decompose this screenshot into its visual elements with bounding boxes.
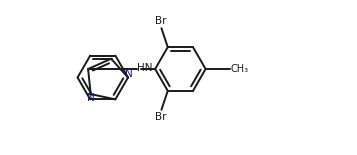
Text: N: N — [125, 69, 133, 79]
Text: N: N — [87, 93, 95, 104]
Text: HN: HN — [137, 63, 153, 73]
Text: Br: Br — [155, 16, 167, 26]
Text: Br: Br — [155, 112, 167, 122]
Text: CH₃: CH₃ — [230, 64, 248, 74]
